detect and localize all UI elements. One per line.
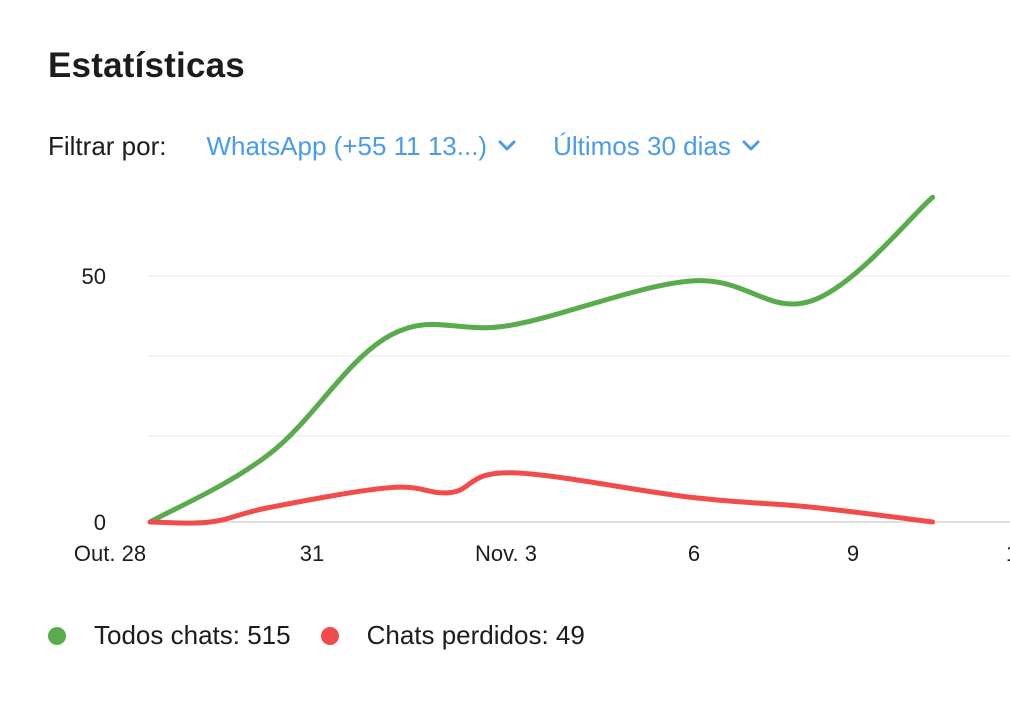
chevron-down-icon [498,140,516,151]
page-title: Estatísticas [48,46,245,85]
x-tick-label: Nov. 3 [475,541,537,566]
y-tick-label: 0 [94,510,106,535]
x-tick-label: 9 [847,541,859,566]
x-tick-label: 1 [1006,541,1010,566]
channel-dropdown-label: WhatsApp (+55 11 13...) [206,130,488,161]
legend-label-lost-chats: Chats perdidos: 49 [366,620,585,650]
legend-item-all-chats[interactable]: Todos chats: 515 [48,620,291,651]
x-tick-label: 6 [688,541,700,566]
channel-dropdown[interactable]: WhatsApp (+55 11 13...) [206,131,517,162]
legend-dot-green-icon [48,626,66,645]
x-tick-label: Out. 28 [74,541,146,566]
filter-label: Filtrar por: [48,130,167,161]
y-tick-label: 50 [82,264,106,289]
x-tick-label: 31 [300,541,324,566]
line-chart: 0 50 Out. 28 31 Nov. 3 6 9 1 [74,194,1010,566]
chart-legend: Todos chats: 515 Chats perdidos: 49 [48,620,615,651]
legend-item-lost-chats[interactable]: Chats perdidos: 49 [320,620,585,651]
series-line-lost-chats[interactable] [147,470,936,526]
chevron-down-icon [742,140,760,151]
filter-bar: Filtrar por: WhatsApp (+55 11 13...) Últ… [48,128,797,164]
legend-label-all-chats: Todos chats: 515 [94,620,291,650]
series-line-all-chats[interactable] [147,194,936,525]
period-dropdown-label: Últimos 30 dias [553,130,731,161]
legend-dot-red-icon [320,626,339,645]
period-dropdown[interactable]: Últimos 30 dias [553,131,761,162]
